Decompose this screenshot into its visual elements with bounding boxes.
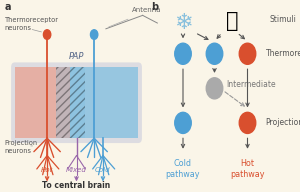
Polygon shape [70,67,138,138]
Circle shape [239,112,256,133]
Text: a: a [4,2,11,12]
Text: Projection: Projection [266,118,300,127]
Text: b: b [152,2,159,12]
FancyBboxPatch shape [56,67,85,138]
Text: Cold: Cold [95,167,111,173]
Text: Hot
pathway: Hot pathway [230,159,265,179]
Circle shape [44,30,51,39]
Text: Intermediate: Intermediate [226,80,276,89]
Text: Hot: Hot [41,167,53,173]
Text: Projection
neurons: Projection neurons [4,140,38,154]
Circle shape [239,43,256,64]
Polygon shape [15,67,70,138]
Circle shape [206,78,223,99]
Text: ❄: ❄ [174,13,192,33]
Text: Mixed: Mixed [66,167,87,173]
Text: Cold
pathway: Cold pathway [166,159,200,179]
Text: PAP: PAP [69,52,84,61]
Text: Antenna: Antenna [132,7,162,13]
Text: To central brain: To central brain [42,181,111,190]
Circle shape [175,43,191,64]
Text: Thermoreceptor: Thermoreceptor [266,49,300,58]
Text: Thermoreceptor
neurons: Thermoreceptor neurons [4,17,58,31]
Circle shape [91,30,98,39]
Text: Stimuli: Stimuli [270,15,297,24]
Circle shape [175,112,191,133]
Circle shape [206,43,223,64]
FancyBboxPatch shape [11,62,142,143]
Text: 🔥: 🔥 [226,11,239,31]
